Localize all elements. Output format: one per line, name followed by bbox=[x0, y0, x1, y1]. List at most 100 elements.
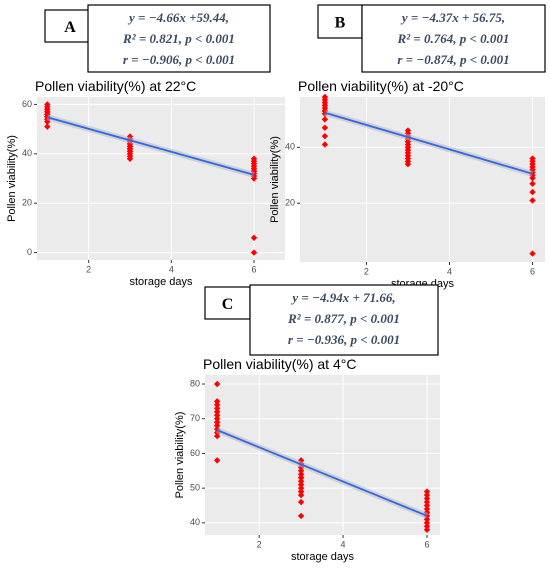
equation-line: r = −0.906, p < 0.001 bbox=[123, 52, 235, 67]
label-box bbox=[204, 286, 251, 320]
data-point bbox=[321, 116, 329, 123]
x-tick-label: 6 bbox=[251, 264, 256, 274]
data-point bbox=[297, 488, 305, 495]
x-tick-label: 2 bbox=[364, 266, 369, 276]
y-tick-label: 0 bbox=[27, 247, 32, 257]
x-tick-label: 6 bbox=[424, 539, 429, 549]
data-point bbox=[297, 491, 305, 499]
data-point bbox=[213, 419, 221, 426]
data-point bbox=[213, 422, 221, 429]
equation-line: y = −4.94x + 71.66, bbox=[290, 290, 395, 305]
x-tick-label: 2 bbox=[257, 539, 262, 549]
data-point bbox=[126, 148, 134, 155]
x-tick-label: 4 bbox=[169, 264, 174, 274]
data-point bbox=[529, 250, 536, 257]
data-point bbox=[423, 523, 431, 530]
equation-line: R² = 0.821, p < 0.001 bbox=[122, 31, 235, 46]
data-point bbox=[250, 234, 258, 241]
equation-line: r = −0.936, p < 0.001 bbox=[288, 332, 400, 347]
data-point bbox=[423, 519, 431, 527]
data-point bbox=[529, 197, 536, 204]
data-point bbox=[213, 457, 221, 464]
data-point bbox=[44, 123, 51, 130]
data-point bbox=[213, 412, 221, 419]
fit-line bbox=[216, 429, 428, 517]
data-point bbox=[213, 401, 221, 409]
data-point bbox=[213, 398, 221, 405]
y-axis-label: Pollen viability(%) bbox=[174, 412, 186, 499]
data-point bbox=[404, 144, 412, 151]
y-tick-label: 80 bbox=[190, 378, 200, 388]
data-point bbox=[297, 471, 305, 478]
data-point bbox=[297, 481, 305, 488]
equation-box bbox=[249, 284, 439, 356]
chart-title: Pollen viability(%) at 22°C bbox=[35, 78, 196, 94]
data-point bbox=[321, 124, 329, 131]
data-point bbox=[297, 498, 305, 506]
equation-line: y = −4.66x +59.44, bbox=[127, 10, 229, 25]
data-point bbox=[423, 488, 431, 495]
data-point bbox=[44, 101, 51, 108]
data-point bbox=[297, 474, 305, 481]
data-point bbox=[297, 484, 305, 492]
data-point bbox=[321, 107, 329, 115]
data-point bbox=[423, 495, 431, 502]
data-point bbox=[250, 249, 258, 256]
data-point bbox=[297, 512, 305, 520]
plot-background bbox=[205, 375, 440, 535]
chart-title: Pollen viability(%) at 4°C bbox=[203, 356, 356, 372]
data-point bbox=[423, 512, 431, 520]
x-tick-label: 6 bbox=[530, 266, 535, 276]
data-point bbox=[321, 132, 329, 140]
data-point bbox=[423, 526, 431, 533]
fit-line bbox=[47, 116, 255, 176]
plot-background bbox=[37, 97, 285, 260]
data-point bbox=[213, 408, 221, 415]
fit-line bbox=[324, 111, 533, 175]
data-point bbox=[423, 502, 431, 509]
data-point bbox=[423, 505, 431, 513]
data-point bbox=[423, 516, 431, 523]
label-box bbox=[317, 4, 363, 39]
data-point bbox=[529, 188, 536, 196]
y-tick-label: 40 bbox=[190, 517, 200, 527]
equation-line: r = −0.874, p < 0.001 bbox=[397, 52, 509, 67]
data-point bbox=[404, 127, 412, 134]
data-point bbox=[423, 491, 431, 499]
data-point bbox=[529, 180, 536, 187]
data-point bbox=[321, 141, 329, 148]
plot-background bbox=[300, 97, 545, 262]
equation-line: y = −4.37x + 56.75, bbox=[400, 10, 505, 25]
y-tick-label: 20 bbox=[285, 198, 295, 208]
y-tick-label: 20 bbox=[22, 198, 32, 208]
x-axis-label: storage days bbox=[130, 276, 193, 288]
panel-label: C bbox=[222, 296, 234, 313]
data-point bbox=[213, 405, 221, 412]
data-point bbox=[297, 478, 305, 485]
data-point bbox=[529, 155, 536, 162]
y-tick-label: 50 bbox=[190, 483, 200, 493]
data-point bbox=[297, 467, 305, 474]
data-point bbox=[321, 93, 329, 101]
equation-line: R² = 0.764, p < 0.001 bbox=[397, 31, 510, 46]
y-tick-label: 60 bbox=[22, 99, 32, 109]
data-point bbox=[250, 155, 258, 162]
y-tick-label: 70 bbox=[190, 413, 200, 423]
panel-label: B bbox=[335, 15, 346, 32]
data-point bbox=[126, 143, 134, 150]
y-tick-label: 60 bbox=[190, 448, 200, 458]
y-axis-label: Pollen viability(%) bbox=[269, 136, 281, 223]
data-point bbox=[213, 432, 221, 440]
y-tick-label: 40 bbox=[285, 142, 295, 152]
y-axis-label: Pollen viability(%) bbox=[6, 135, 18, 222]
data-point bbox=[44, 108, 51, 116]
data-point bbox=[213, 415, 221, 422]
x-axis-label: storage days bbox=[291, 551, 354, 563]
x-tick-label: 4 bbox=[447, 266, 452, 276]
panel-label: A bbox=[64, 19, 76, 36]
data-point bbox=[213, 380, 221, 388]
equation-box bbox=[361, 4, 546, 73]
data-point bbox=[423, 498, 431, 506]
y-tick-label: 40 bbox=[22, 148, 32, 158]
